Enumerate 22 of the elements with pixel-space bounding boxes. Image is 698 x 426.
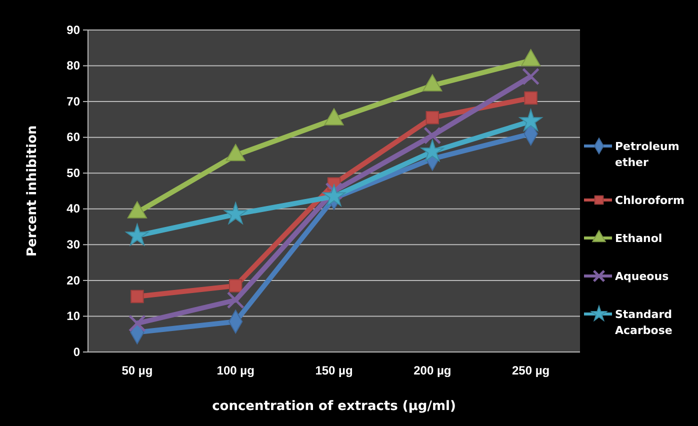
legend-label: Standard Acarbose (615, 308, 672, 337)
x-tick-label: 250 µg (512, 364, 550, 378)
y-tick-label: 10 (66, 309, 80, 324)
legend-label: Ethanol (615, 232, 662, 245)
x-axis-title: concentration of extracts (µg/ml) (212, 399, 456, 414)
x-tick-label: 50 µg (122, 364, 153, 378)
y-tick-label: 60 (66, 130, 80, 144)
y-tick-label: 70 (66, 94, 80, 108)
y-tick-label: 30 (66, 238, 80, 252)
y-tick-label: 20 (66, 273, 80, 288)
y-tick-label: 0 (73, 344, 80, 359)
y-axis-title: Percent inhibition (25, 125, 40, 257)
legend-label: Aqueous (615, 270, 670, 283)
y-tick-label: 40 (66, 202, 80, 216)
y-tick-label: 90 (66, 22, 80, 37)
y-tick-label: 50 (66, 166, 80, 180)
x-tick-label: 200 µg (414, 364, 452, 378)
y-tick-label: 80 (66, 58, 80, 73)
legend-label: Petroleum ether (615, 140, 680, 169)
legend-label: Chloroform (615, 194, 684, 207)
x-tick-label: 100 µg (216, 364, 254, 378)
x-tick-label: 150 µg (315, 364, 353, 378)
